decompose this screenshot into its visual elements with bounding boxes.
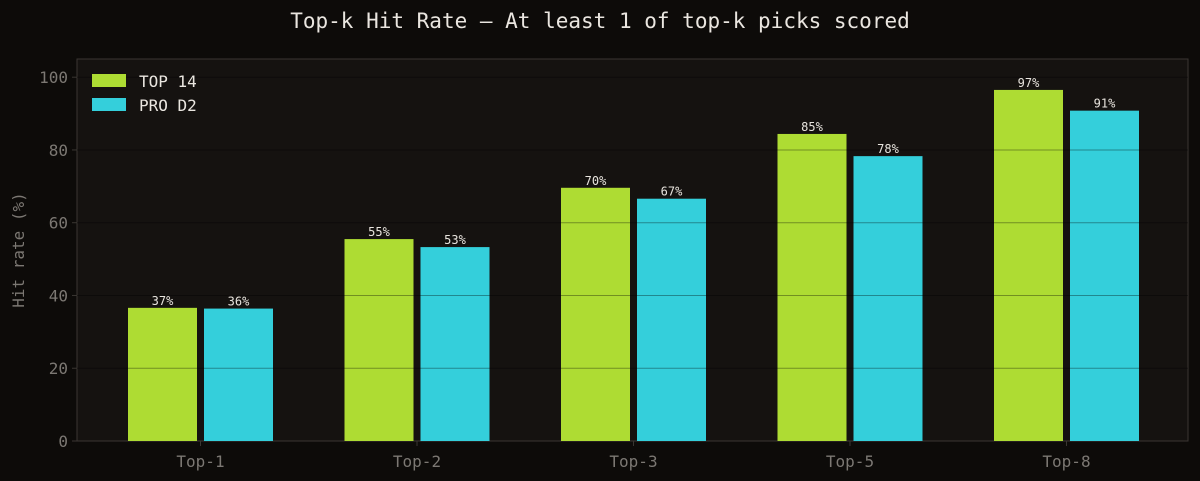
x-tick-label: Top-8 [1042,452,1090,471]
bar-pro-d2-top-3 [637,198,706,441]
chart-title: Top-k Hit Rate — At least 1 of top-k pic… [290,9,910,33]
y-tick-label: 80 [49,141,68,160]
axes: 0 20 40 60 80 100 Top-1 Top-2 Top-3 Top-5 Top-8 [39,68,1090,471]
data-label: 85% [801,120,823,134]
bars [128,89,1139,441]
bar-top-14-top-1 [128,307,197,441]
legend-swatch-pro-d2 [92,98,126,111]
legend-swatch-top-14 [92,74,126,87]
bar-top-14-top-8 [994,89,1063,441]
legend-label: PRO D2 [139,96,197,115]
data-label: 67% [661,185,683,199]
grid-lines [77,76,1188,369]
y-tick-label: 100 [39,68,68,87]
bar-pro-d2-top-2 [420,247,490,441]
bar-top-14-top-2 [344,239,414,441]
x-tick-label: Top-2 [393,452,441,471]
y-tick-label: 0 [58,432,68,451]
y-axis-label: Hit rate (%) [9,192,28,308]
data-label: 70% [585,174,607,188]
y-tick-label: 60 [49,214,68,233]
data-label: 78% [877,142,899,156]
data-label: 53% [444,233,466,247]
data-label: 91% [1094,97,1116,111]
y-tick-label: 40 [49,286,68,305]
legend-label: TOP 14 [139,72,197,91]
bar-top-14-top-3 [561,187,630,441]
bar-top-14-top-5 [777,133,847,441]
data-labels: 37% 36% 55% 53% 70% 67% 85% 78% 97% 91% [152,76,1116,309]
x-tick-label: Top-3 [609,452,657,471]
data-label: 97% [1018,76,1040,90]
bar-pro-d2-top-5 [853,156,923,441]
bar-pro-d2-top-1 [204,308,273,441]
data-label: 55% [368,225,390,239]
bar-pro-d2-top-8 [1070,110,1139,441]
legend: TOP 14 PRO D2 [92,72,197,115]
x-tick-label: Top-5 [826,452,874,471]
data-label: 36% [228,295,250,309]
y-tick-label: 20 [49,359,68,378]
x-tick-label: Top-1 [176,452,224,471]
data-label: 37% [152,294,174,308]
